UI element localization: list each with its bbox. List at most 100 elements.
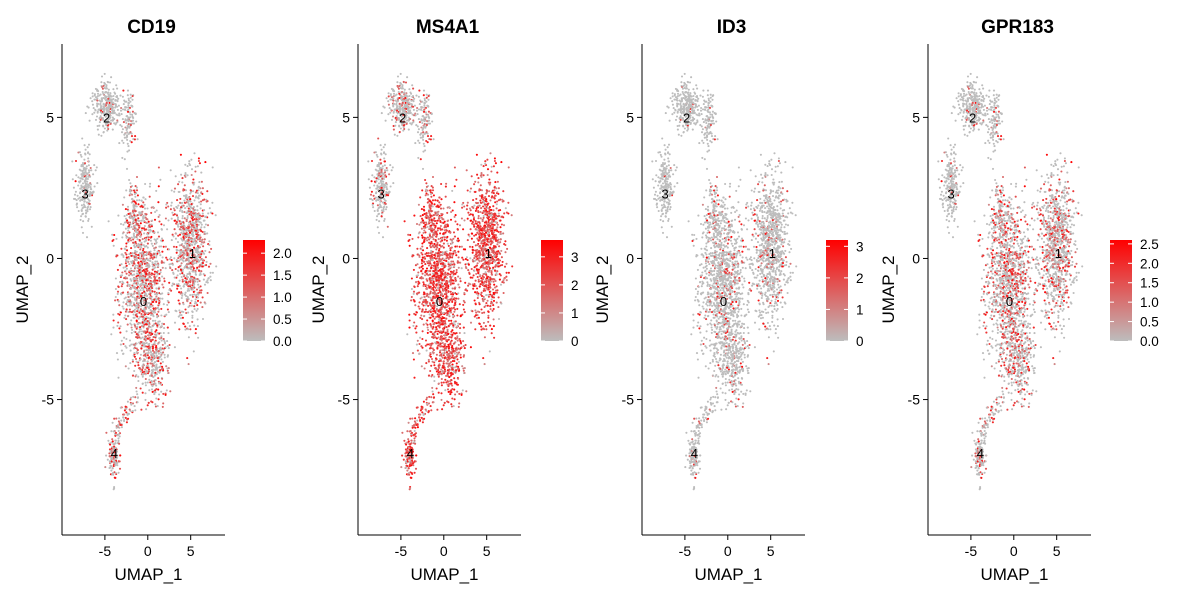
cell-point (165, 257, 167, 259)
cell-point (129, 398, 131, 400)
cell-point (125, 208, 127, 210)
cell-point (144, 251, 146, 253)
cell-point (145, 330, 147, 332)
cell-point (425, 339, 427, 341)
cell-point (152, 369, 154, 371)
cell-point (92, 104, 94, 106)
cell-point (445, 332, 447, 334)
cell-point (77, 151, 79, 153)
cell-point (146, 349, 148, 351)
cell-point (182, 230, 184, 232)
cell-point (454, 372, 456, 374)
cell-point (155, 397, 157, 399)
cell-point (145, 265, 147, 267)
cell-point (92, 95, 94, 97)
cell-point (180, 269, 182, 271)
cell-point (440, 360, 442, 362)
cell-point (452, 315, 454, 317)
cell-points (367, 73, 513, 491)
cell-point (150, 236, 152, 238)
cell-point (106, 130, 108, 132)
cell-point (189, 280, 191, 282)
cell-point (142, 360, 144, 362)
colorbar (243, 240, 265, 341)
cell-point (117, 293, 119, 295)
cell-point (157, 332, 159, 334)
cell-point (175, 268, 177, 270)
cell-point (186, 273, 188, 275)
cell-point (104, 466, 106, 468)
cell-point (460, 354, 462, 356)
cell-point (191, 294, 193, 296)
cell-point (181, 177, 183, 179)
cell-point (170, 208, 172, 210)
cell-point (121, 281, 123, 283)
cell-point (168, 282, 170, 284)
cell-point (147, 320, 149, 322)
cell-point (123, 267, 125, 269)
cell-point (461, 217, 463, 219)
cell-point (443, 322, 445, 324)
cell-point (430, 311, 432, 313)
cell-point (453, 405, 455, 407)
cell-point (134, 227, 136, 229)
cell-point (198, 216, 200, 218)
colorbar-tick-label: 2.0 (273, 246, 292, 261)
cell-point (447, 261, 449, 263)
cell-point (143, 232, 145, 234)
cell-point (179, 234, 181, 236)
cell-point (185, 250, 187, 252)
cell-point (456, 245, 458, 247)
cell-point (126, 265, 128, 267)
cell-point (150, 212, 152, 214)
cell-point (437, 252, 439, 254)
cell-point (194, 214, 196, 216)
cell-point (132, 205, 134, 207)
cell-point (438, 281, 440, 283)
cell-point (80, 154, 82, 156)
cell-point (457, 276, 459, 278)
cell-point (431, 305, 433, 307)
cell-point (170, 169, 172, 171)
cell-point (450, 383, 452, 385)
cell-point (113, 487, 115, 489)
x-tick-label: 5 (187, 543, 195, 559)
cell-point (147, 243, 149, 245)
cell-point (169, 267, 171, 269)
cell-point (127, 311, 129, 313)
cell-point (441, 316, 443, 318)
cell-point (116, 352, 118, 354)
cell-point (465, 390, 467, 392)
cell-point (121, 131, 123, 133)
cell-point (134, 135, 136, 137)
cell-point (437, 287, 439, 289)
cell-point (134, 405, 136, 407)
cell-point (454, 288, 456, 290)
cell-point (127, 241, 129, 243)
cell-point (211, 212, 213, 214)
cell-point (442, 357, 444, 359)
cell-point (137, 282, 139, 284)
cell-point (149, 289, 151, 291)
cell-point (118, 112, 120, 114)
cell-point (191, 317, 193, 319)
cell-point (111, 438, 113, 440)
cell-point (115, 84, 117, 86)
cell-point (155, 255, 157, 257)
cell-point (193, 277, 195, 279)
cell-point (127, 90, 129, 92)
cell-point (437, 325, 439, 327)
cell-point (203, 279, 205, 281)
cell-point (179, 273, 181, 275)
cell-point (151, 310, 153, 312)
cell-point (154, 293, 156, 295)
cell-point (203, 273, 205, 275)
cell-point (453, 307, 455, 309)
cell-point (179, 312, 181, 314)
cell-point (438, 314, 440, 316)
cell-point (210, 248, 212, 250)
cell-point (139, 252, 141, 254)
cell-point (148, 221, 150, 223)
cell-point (193, 305, 195, 307)
cell-point (177, 224, 179, 226)
